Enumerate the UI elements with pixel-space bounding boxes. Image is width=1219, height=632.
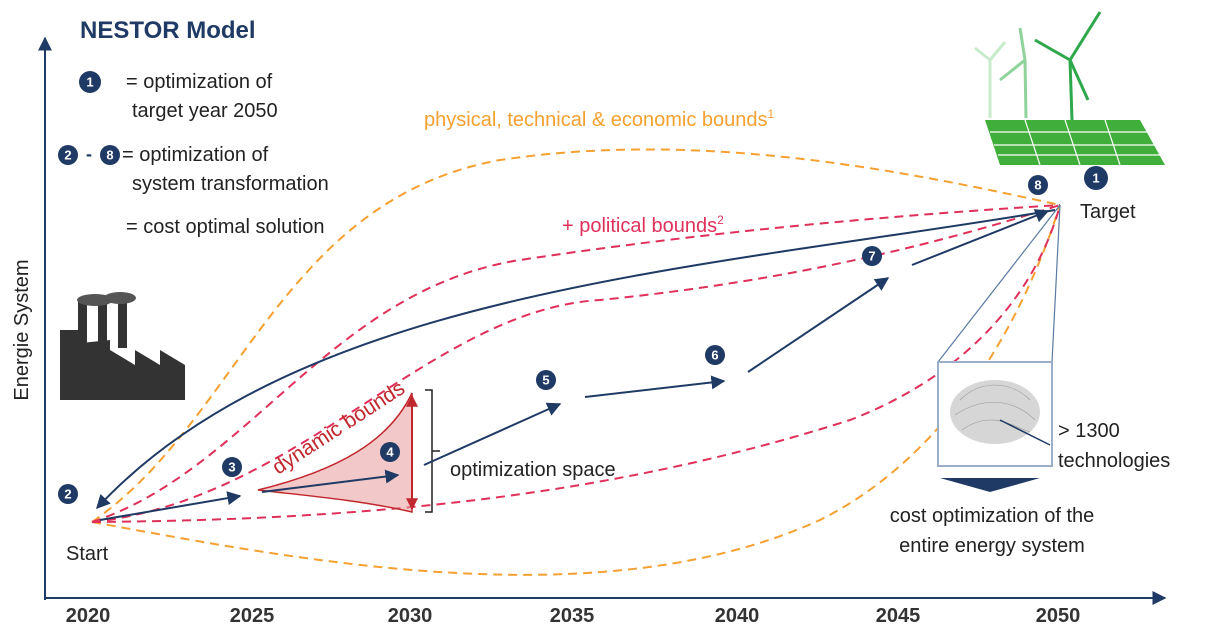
bound-curves bbox=[91, 148, 1061, 576]
title: NESTOR Model bbox=[80, 17, 256, 44]
legend-badge: 8 bbox=[100, 145, 120, 165]
year-label: 2020 bbox=[66, 605, 111, 627]
svg-text:5: 5 bbox=[542, 373, 549, 388]
summary-text: cost optimization of the bbox=[890, 505, 1095, 527]
svg-text:2: 2 bbox=[64, 487, 71, 502]
step-badge: 8 bbox=[1028, 175, 1048, 195]
transition-arrows bbox=[96, 209, 1056, 521]
year-label: 2030 bbox=[388, 605, 433, 627]
svg-text:4: 4 bbox=[386, 445, 394, 460]
legend-text: = optimization of bbox=[122, 144, 269, 166]
legend-badge: 1 bbox=[79, 71, 101, 93]
legend-text: target year 2050 bbox=[132, 100, 278, 122]
y-axis-label: Energie System bbox=[11, 259, 33, 400]
optimization-space-label: optimization space bbox=[450, 459, 616, 481]
svg-text:7: 7 bbox=[868, 249, 875, 264]
factory-icon bbox=[60, 292, 185, 400]
start-label: Start bbox=[66, 543, 109, 565]
legend-badge: 2 bbox=[58, 145, 78, 165]
optimization-space-area bbox=[257, 392, 413, 513]
year-label: 2050 bbox=[1036, 605, 1081, 627]
svg-text:1: 1 bbox=[1092, 171, 1099, 186]
year-label: 2035 bbox=[550, 605, 595, 627]
x-axis-labels: 2020 2025 2030 2035 2040 2045 2050 bbox=[66, 605, 1081, 627]
step-markers: 1 2 3 4 5 6 7 8 bbox=[58, 166, 1108, 504]
summary-text: entire energy system bbox=[899, 535, 1085, 557]
svg-text:2: 2 bbox=[64, 148, 71, 163]
political-bounds-label: + political bounds2 bbox=[562, 213, 724, 237]
technology-box bbox=[937, 204, 1061, 492]
svg-text:1: 1 bbox=[86, 75, 93, 90]
step-badge: 1 bbox=[1084, 166, 1108, 190]
year-label: 2040 bbox=[715, 605, 760, 627]
step-badge: 6 bbox=[705, 345, 725, 365]
bracket bbox=[425, 389, 440, 513]
step-badge: 2 bbox=[58, 484, 78, 504]
legend-text: = optimization of bbox=[126, 71, 273, 93]
technologies-label: technologies bbox=[1058, 450, 1170, 472]
svg-text:3: 3 bbox=[228, 460, 235, 475]
renewables-icon bbox=[974, 11, 1165, 166]
step-badge: 3 bbox=[222, 457, 242, 477]
svg-text:8: 8 bbox=[1034, 178, 1041, 193]
legend-text: = cost optimal solution bbox=[126, 216, 324, 238]
step-badge: 7 bbox=[862, 246, 882, 266]
technologies-count: > 1300 bbox=[1058, 420, 1120, 442]
physical-bounds-label: physical, technical & economic bounds1 bbox=[424, 107, 775, 131]
step-badge: 4 bbox=[380, 442, 400, 462]
legend-separator: - bbox=[86, 144, 92, 164]
year-label: 2025 bbox=[230, 605, 275, 627]
year-label: 2045 bbox=[876, 605, 921, 627]
target-label: Target bbox=[1080, 201, 1136, 223]
step-badge: 5 bbox=[536, 370, 556, 390]
svg-text:8: 8 bbox=[106, 148, 113, 163]
legend-text: system transformation bbox=[132, 173, 329, 195]
legend-cross bbox=[81, 217, 99, 235]
svg-text:6: 6 bbox=[711, 348, 718, 363]
